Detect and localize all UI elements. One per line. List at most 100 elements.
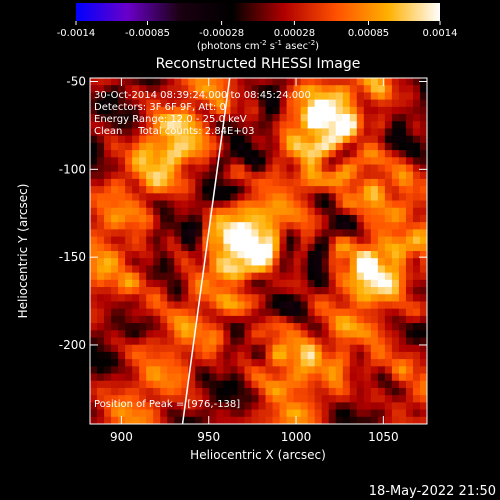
heatmap-cell (349, 409, 358, 418)
heatmap-cell (104, 207, 112, 216)
heatmap-cell (97, 142, 105, 151)
heatmap-cell (356, 229, 365, 238)
heatmap-cell (188, 366, 196, 375)
x-axis-ticks: 900 950 1000 1050 (110, 78, 399, 444)
heatmap-cell (153, 337, 161, 346)
heatmap-cell (300, 135, 309, 144)
heatmap-cell (272, 229, 281, 238)
heatmap-cell (405, 308, 414, 317)
heatmap-cell (209, 279, 217, 288)
heatmap-cell (321, 121, 330, 129)
heatmap-cell (412, 135, 421, 144)
heatmap-cell (146, 214, 154, 223)
heatmap-cell (321, 78, 330, 86)
heatmap-cell (251, 200, 259, 209)
heatmap-cell (293, 243, 302, 252)
heatmap-cell (272, 157, 281, 165)
heatmap-cell (167, 315, 175, 324)
heatmap-cell (230, 186, 238, 194)
heatmap-cell (405, 229, 414, 238)
heatmap-cell (307, 186, 316, 194)
heatmap-cell (321, 366, 330, 375)
heatmap-cell (300, 171, 309, 180)
heatmap-cell (300, 315, 309, 324)
heatmap-cell (335, 142, 344, 151)
heatmap-cell (160, 279, 168, 288)
heatmap-cell (279, 294, 288, 302)
heatmap-cell (181, 236, 189, 245)
heatmap-cell (209, 344, 217, 353)
heatmap-cell (223, 214, 231, 223)
heatmap-cell (181, 186, 189, 194)
heatmap-cell (125, 236, 133, 245)
heatmap-cell (370, 380, 379, 389)
heatmap-cell (181, 330, 189, 338)
heatmap-cell (216, 207, 224, 216)
heatmap-cell (230, 359, 238, 367)
heatmap-cell (342, 351, 351, 360)
heatmap-cell (370, 92, 379, 101)
heatmap-cell (342, 308, 351, 317)
heatmap-cell (265, 409, 274, 418)
heatmap-cell (216, 395, 224, 403)
heatmap-cell (265, 135, 274, 144)
heatmap-cell (139, 287, 147, 295)
heatmap-cell (167, 359, 175, 367)
heatmap-cell (195, 164, 203, 173)
heatmap-cell (104, 178, 112, 187)
heatmap-cell (398, 193, 407, 202)
heatmap-cell (216, 178, 224, 187)
heatmap-cell (146, 395, 154, 403)
heatmap-cell (139, 186, 147, 194)
heatmap-cell (258, 178, 267, 187)
heatmap-cell (286, 128, 295, 137)
heatmap-cell (223, 308, 231, 317)
heatmap-cell (279, 99, 288, 108)
heatmap-cell (104, 150, 112, 158)
heatmap-cell (279, 380, 288, 389)
heatmap-cell (118, 380, 126, 389)
heatmap-cell (391, 359, 400, 367)
heatmap-cell (216, 272, 224, 281)
heatmap-cell (363, 121, 372, 129)
heatmap-cell (146, 106, 154, 115)
heatmap-cell (356, 164, 365, 173)
heatmap-cell (251, 387, 259, 396)
heatmap-cell (286, 265, 295, 274)
heatmap-cell (188, 308, 196, 317)
heatmap-cell (174, 142, 182, 151)
heatmap-cell (223, 373, 231, 382)
heatmap-cell (202, 92, 210, 101)
heatmap-cell (335, 344, 344, 353)
heatmap-cell (328, 186, 337, 194)
heatmap-cell (139, 294, 147, 302)
heatmap-cell (223, 193, 231, 202)
heatmap-cell (258, 171, 267, 180)
heatmap-cell (104, 395, 112, 403)
heatmap-cell (202, 265, 210, 274)
heatmap-cell (181, 92, 189, 101)
heatmap-cell (223, 171, 231, 180)
heatmap-cell (356, 279, 365, 288)
heatmap-cell (202, 359, 210, 367)
heatmap-cell (209, 135, 217, 144)
heatmap-cell (321, 272, 330, 281)
heatmap-cell (97, 395, 105, 403)
heatmap-cell (230, 99, 238, 108)
heatmap-cell (293, 142, 302, 151)
heatmap-cell (370, 402, 379, 411)
heatmap-cell (237, 229, 245, 238)
heatmap-cell (237, 85, 245, 93)
heatmap-cell (125, 222, 133, 230)
heatmap-cell (412, 308, 421, 317)
heatmap-cell (265, 395, 274, 403)
heatmap-cell (293, 78, 302, 86)
heatmap-cell (349, 243, 358, 252)
heatmap-cell (370, 416, 379, 424)
heatmap-cell (321, 92, 330, 101)
heatmap-cell (335, 186, 344, 194)
heatmap-cell (230, 294, 238, 302)
heatmap-cell (209, 366, 217, 375)
heatmap-cell (314, 178, 323, 187)
colorbar (76, 3, 440, 21)
